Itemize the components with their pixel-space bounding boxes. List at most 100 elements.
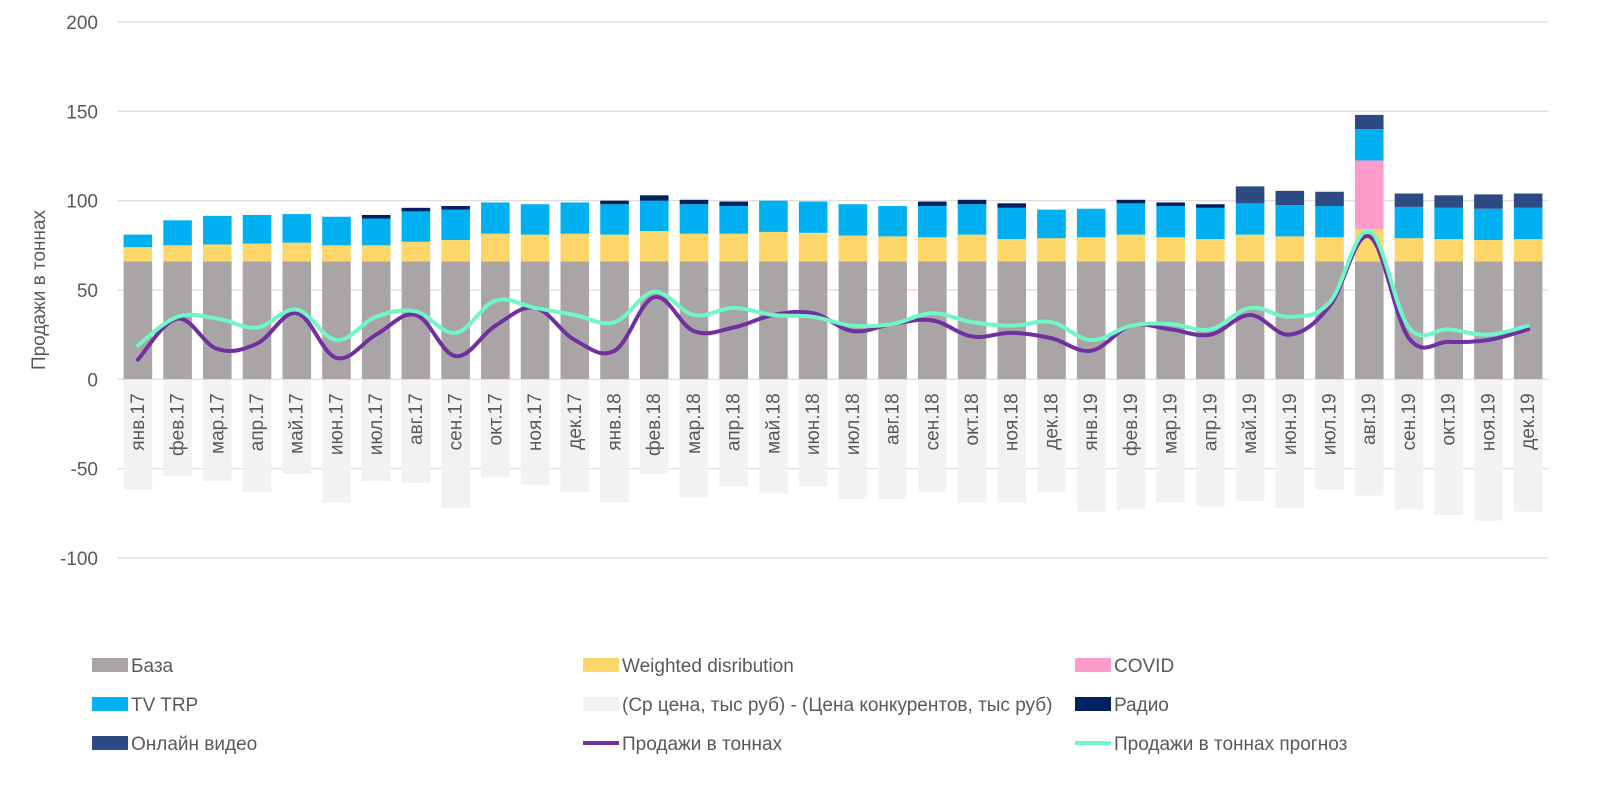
bar-1-29 [1235,261,1265,380]
bar-2-18 [798,232,828,262]
bar-1-6 [322,261,351,380]
legend-label: COVID [1114,656,1174,677]
legend-swatch [1075,658,1111,672]
line-sales [135,234,1531,362]
bar-1-17 [759,261,788,380]
bar-4-14 [639,200,669,232]
y-tick-label: 0 [87,370,98,391]
bar-6-16 [719,201,748,207]
bar-4-9 [441,209,470,240]
legend-swatch [583,697,619,711]
legend-label: Weighted disribution [622,656,794,677]
x-tick-label: май.18 [763,393,784,454]
bar-4-21 [918,206,947,238]
bar-2-23 [997,239,1027,262]
bar-price-diff-9 [441,379,470,508]
x-tick-label: авг.18 [883,393,904,445]
bar-4-11 [520,204,550,235]
y-tick-label: 50 [77,281,98,302]
bar-6-27 [1156,202,1185,207]
bar-2-22 [957,234,987,262]
bar-2-16 [719,233,748,262]
bar-4-13 [600,204,629,235]
legend-swatch [92,658,128,672]
x-tick-label: июн.19 [1280,393,1301,455]
bar-price-diff-6 [322,379,351,503]
bar-price-diff-32 [1354,379,1384,496]
bar-2-13 [600,234,629,262]
x-tick-label: мар.18 [684,393,705,454]
bar-4-25 [1076,208,1106,238]
bar-2-17 [759,231,788,262]
legend-label: TV TRP [131,695,198,716]
x-tick-label: окт.19 [1439,393,1460,445]
x-tick-label: май.19 [1240,393,1261,454]
bar-4-20 [878,206,907,237]
bar-4-1 [123,234,153,248]
bar-2-28 [1196,239,1225,262]
x-tick-label: июл.17 [366,393,387,455]
bar-price-diff-24 [1037,379,1066,492]
bar-price-diff-11 [520,379,550,485]
bar-price-diff-14 [639,379,669,475]
bar-7-33 [1394,193,1424,207]
bar-6-7 [361,214,391,219]
bar-price-diff-22 [957,379,987,503]
x-tick-label: дек.19 [1518,393,1539,449]
bar-price-diff-13 [600,379,629,503]
bar-1-32 [1354,261,1384,380]
bar-1-12 [560,261,590,380]
bar-2-10 [481,233,510,262]
bar-2-30 [1275,236,1305,262]
bar-price-diff-30 [1275,379,1305,508]
legend-item: База [92,656,174,677]
x-tick-label: сен.17 [446,393,467,450]
x-tick-label: мар.19 [1161,393,1182,454]
bar-2-4 [242,243,272,262]
x-tick-label: апр.18 [724,393,745,451]
y-tick-label: -50 [71,460,98,481]
bar-2-27 [1156,237,1185,262]
bar-price-diff-2 [163,379,192,476]
x-tick-label: ноя.18 [1002,393,1023,451]
x-tick-label: дек.17 [565,393,586,449]
bar-1-34 [1434,261,1463,380]
legend-label: Радио [1114,695,1169,716]
x-tick-label: янв.19 [1081,393,1102,450]
bar-6-8 [401,207,431,212]
bar-2-11 [520,234,550,262]
bar-price-diff-33 [1394,379,1424,510]
bar-1-23 [997,261,1027,380]
gridlines [118,21,1548,559]
x-tick-label: янв.17 [128,393,149,450]
bar-2-1 [123,247,153,262]
bar-4-23 [997,207,1027,240]
bar-1-36 [1513,261,1543,380]
bar-1-4 [242,261,272,380]
bar-1-9 [441,261,470,380]
bar-7-30 [1275,190,1305,206]
bar-4-2 [163,220,192,246]
y-tick-label: 150 [66,102,98,123]
bar-1-15 [679,261,709,380]
legend-item: Продажи в тоннах прогноз [1075,734,1347,755]
bar-1-26 [1116,261,1146,380]
bar-1-14 [639,261,669,380]
bar-price-diff-4 [242,379,272,492]
bar-2-20 [878,236,907,262]
y-axis-title: Продажи в тоннах [29,209,50,370]
bar-4-34 [1434,207,1463,240]
bar-price-diff-1 [123,379,153,491]
y-tick-label: -100 [60,549,98,570]
bar-6-23 [997,203,1027,208]
bar-2-34 [1434,239,1463,262]
bar-price-diff-21 [918,379,947,492]
legend-item: (Ср цена, тыс руб) - (Цена конкурентов, … [583,695,1052,716]
x-tick-labels: янв.17 фев.17 мар.17 апр.17 май.17 июн.17 июл.… [128,393,1539,456]
bar-2-36 [1513,239,1543,262]
bar-4-35 [1474,208,1503,240]
x-tick-label: авг.19 [1359,393,1380,445]
x-tick-label: янв.18 [605,393,626,450]
bar-price-diff-5 [282,379,312,475]
